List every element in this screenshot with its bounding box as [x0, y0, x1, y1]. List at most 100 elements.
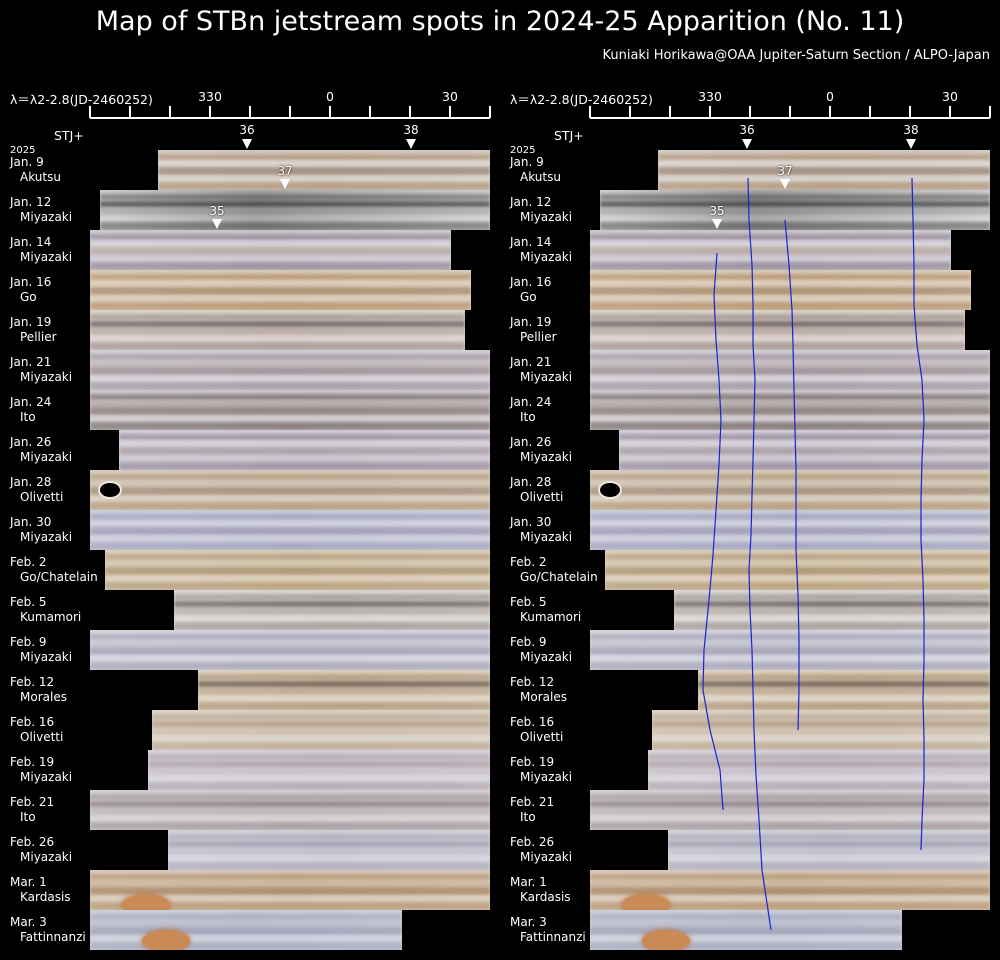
cloud-band — [158, 182, 490, 190]
spot-marker-triangle — [406, 139, 416, 149]
observation-date: Feb. 19 — [510, 755, 555, 769]
jupiter-image-strip — [590, 350, 990, 390]
spot-drift-line — [747, 177, 772, 931]
jupiter-image-strip — [619, 430, 990, 470]
cloud-band — [619, 462, 990, 470]
observer-name: Miyazaki — [520, 250, 573, 264]
cloud-band — [105, 567, 490, 575]
observation-date: Jan. 19 — [10, 315, 52, 329]
observation-row: Jan. 21 Miyazaki — [500, 350, 1000, 390]
spot-marker-triangle — [906, 139, 916, 149]
strip-shading — [198, 670, 490, 710]
strip-shading — [148, 750, 490, 790]
cloud-band — [168, 862, 490, 870]
cloud-band — [152, 714, 490, 720]
cloud-band — [90, 496, 490, 503]
cloud-band — [90, 382, 490, 390]
spot-number-label: 37 — [277, 164, 293, 178]
strip-shading — [590, 510, 990, 550]
cloud-band — [90, 881, 490, 888]
cloud-band — [600, 216, 990, 223]
observation-row: Jan. 24 Ito — [500, 390, 1000, 430]
observation-row: Feb. 5 Kumamori — [0, 590, 500, 630]
cloud-band — [100, 207, 490, 215]
observation-row: Feb. 2 Go/Chatelain — [0, 550, 500, 590]
cloud-band — [198, 674, 490, 680]
observation-row: Mar. 3 Fattinnanzi — [0, 910, 500, 950]
jupiter-image-strip — [148, 750, 490, 790]
cloud-band — [158, 161, 490, 168]
spot-drift-line — [702, 252, 724, 811]
cloud-band — [590, 902, 990, 910]
cloud-band — [698, 674, 990, 680]
cloud-band — [600, 222, 990, 230]
cloud-band — [105, 582, 490, 590]
observer-name: Go/Chatelain — [520, 570, 598, 584]
cloud-band — [90, 822, 490, 830]
figure-title: Map of STBn jetstream spots in 2024-25 A… — [95, 6, 905, 37]
jupiter-image-strip — [158, 150, 490, 190]
cloud-band — [590, 241, 951, 248]
cloud-band — [90, 874, 490, 880]
cloud-band — [590, 262, 951, 270]
observation-date: Jan. 14 — [10, 235, 52, 249]
observer-name: Miyazaki — [520, 530, 573, 544]
observer-name: Ito — [20, 410, 36, 424]
observer-name: Kardasis — [520, 890, 571, 904]
axis-tick-label: 0 — [826, 89, 834, 104]
jupiter-image-strip — [90, 310, 465, 350]
observation-date: Jan. 26 — [510, 435, 552, 449]
spot-marker-triangle — [780, 179, 790, 189]
cloud-band — [198, 681, 490, 688]
observation-date: Jan. 26 — [10, 435, 52, 449]
cloud-band — [90, 302, 471, 310]
observation-row: Jan. 14 Miyazaki — [0, 230, 500, 270]
jupiter-image-strip — [119, 430, 490, 470]
cloud-band — [648, 761, 990, 768]
cloud-band — [674, 601, 990, 608]
left-panel: λ＝λ2-2.8(JD-2460252) 330 0 30 STJ+ 36 38 2025 Ja… — [0, 89, 500, 950]
strip-shading — [648, 750, 990, 790]
observation-row: Feb. 5 Kumamori — [500, 590, 1000, 630]
cloud-band — [119, 456, 490, 463]
strip-shading — [590, 310, 965, 350]
cloud-band — [590, 887, 990, 895]
spot-marker-triangle — [280, 179, 290, 189]
cloud-band — [590, 936, 902, 943]
observation-row: Feb. 9 Miyazaki — [0, 630, 500, 670]
observation-row: Feb. 21 Ito — [500, 790, 1000, 830]
cloud-band — [590, 422, 990, 430]
stj-label: STJ+ — [554, 128, 584, 143]
observer-name: Go/Chatelain — [20, 570, 98, 584]
longitude-axis — [589, 106, 991, 119]
cloud-band — [668, 841, 990, 848]
observer-name: Ito — [520, 810, 536, 824]
cloud-band — [658, 161, 990, 168]
axis-tick-label: 30 — [442, 89, 458, 104]
jupiter-image-strip — [590, 270, 971, 310]
strip-shading — [90, 230, 451, 270]
observation-date: Mar. 3 — [10, 915, 47, 929]
jupiter-image-strip — [600, 190, 990, 230]
cloud-band — [90, 942, 402, 950]
cloud-band — [590, 794, 990, 800]
cloud-band — [590, 634, 990, 640]
cloud-band — [652, 721, 990, 728]
observation-row: Mar. 1 Kardasis — [500, 870, 1000, 910]
cloud-band — [168, 847, 490, 855]
observer-name: Morales — [520, 690, 567, 704]
cloud-band — [90, 274, 471, 280]
cloud-band — [600, 207, 990, 215]
observer-name: Pellier — [20, 330, 57, 344]
observer-name: Miyazaki — [520, 450, 573, 464]
cloud-band — [590, 496, 990, 503]
cloud-band — [590, 514, 990, 520]
cloud-band — [158, 167, 490, 175]
jupiter-image-strip — [590, 790, 990, 830]
observer-name: Ito — [520, 410, 536, 424]
observation-date: Feb. 16 — [10, 715, 55, 729]
cloud-band — [90, 794, 490, 800]
jupiter-image-strip — [590, 470, 990, 510]
strip-shading — [590, 350, 990, 390]
observer-name: Miyazaki — [20, 770, 73, 784]
